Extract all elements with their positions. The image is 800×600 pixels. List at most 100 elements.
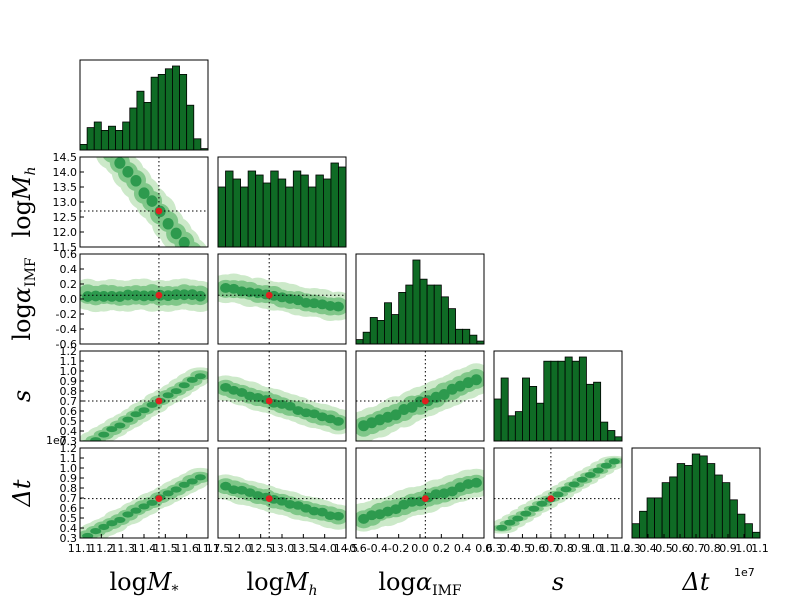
density-contour bbox=[284, 401, 296, 411]
density-contour bbox=[130, 507, 142, 514]
density-contour bbox=[528, 505, 540, 512]
hist-bar bbox=[507, 415, 516, 442]
hist-bar bbox=[744, 523, 753, 539]
x-tick-label: 0.8 bbox=[556, 542, 574, 555]
hist-bar bbox=[614, 436, 623, 442]
x-tick-label: 12.5 bbox=[248, 542, 273, 555]
density-contour bbox=[178, 382, 190, 389]
hist-bar bbox=[578, 356, 587, 442]
density-contour bbox=[90, 528, 102, 535]
truth-marker bbox=[265, 291, 273, 299]
hist-bar bbox=[193, 138, 202, 151]
y-tick-label: 14.5 bbox=[53, 151, 78, 164]
x-tick-label: 0.8 bbox=[703, 542, 721, 555]
density-contour bbox=[138, 187, 150, 199]
hist-bar bbox=[225, 170, 234, 248]
x-tick-label: 0.5 bbox=[514, 542, 532, 555]
hist-bar bbox=[646, 497, 655, 539]
density-contour bbox=[162, 217, 174, 230]
hist-bar bbox=[285, 186, 294, 248]
x-tick-label: 0.3 bbox=[623, 542, 641, 555]
hist-bar bbox=[136, 90, 145, 151]
joint-panel-logMs-logaIMF bbox=[79, 253, 209, 345]
hist-bar bbox=[129, 107, 138, 151]
hist-bar bbox=[391, 314, 400, 345]
hist-bar bbox=[338, 166, 347, 248]
density-contour bbox=[82, 442, 93, 448]
y-axis-label-s: s bbox=[8, 390, 36, 402]
hist-bar bbox=[143, 102, 152, 151]
hist-bar bbox=[277, 178, 287, 248]
x-tick-label: 1.1 bbox=[751, 542, 769, 555]
y-tick-label: 0.6 bbox=[60, 502, 78, 515]
hist-bar bbox=[661, 482, 671, 539]
x-tick-label: 0.4 bbox=[454, 542, 472, 555]
density-contour bbox=[178, 236, 190, 247]
y-tick-label: 0.0 bbox=[60, 293, 78, 306]
truth-marker bbox=[155, 397, 163, 405]
hist-bar bbox=[469, 334, 478, 345]
hist-bar bbox=[247, 170, 257, 248]
hist-bar bbox=[557, 360, 566, 442]
x-tick-label: 0.4 bbox=[499, 542, 517, 555]
density-contour bbox=[178, 481, 190, 488]
panel-frame bbox=[217, 156, 347, 248]
hist-bar bbox=[691, 453, 701, 539]
density-contour bbox=[430, 489, 442, 500]
hist-bar bbox=[315, 174, 324, 248]
density-contour bbox=[130, 174, 142, 187]
y-tick-label: 0.9 bbox=[60, 472, 78, 485]
joint-panel-logMh-dt bbox=[217, 447, 347, 539]
y-tick-label: 12.5 bbox=[53, 211, 78, 224]
density-contour bbox=[138, 407, 150, 414]
density-contour bbox=[170, 227, 182, 240]
density-contour bbox=[138, 290, 150, 302]
density-contour bbox=[560, 486, 572, 493]
y-tick-label: 13.0 bbox=[53, 196, 78, 209]
hist-bar bbox=[179, 74, 188, 151]
truth-marker bbox=[421, 397, 429, 405]
density-contour bbox=[146, 195, 158, 207]
hist-bar bbox=[86, 127, 95, 151]
density-contour bbox=[366, 510, 378, 521]
hist-bar bbox=[384, 302, 392, 345]
density-contour bbox=[194, 474, 206, 481]
y-tick-label: 0.6 bbox=[60, 248, 78, 261]
hist-bar bbox=[500, 377, 509, 442]
density-contour bbox=[138, 503, 150, 510]
y-tick-label: 11.5 bbox=[53, 241, 78, 254]
hist-bar bbox=[270, 170, 279, 248]
density-contour bbox=[122, 416, 134, 423]
density-contour bbox=[122, 166, 134, 178]
density-contour bbox=[90, 290, 102, 302]
y-ticks-dt: 0.30.40.50.60.70.80.91.01.11.2 bbox=[60, 442, 84, 545]
y-axis-label-dt: Δt bbox=[8, 479, 36, 507]
hist-bar bbox=[543, 360, 552, 442]
density-contour bbox=[170, 289, 182, 301]
density-contour bbox=[536, 500, 548, 507]
y-tick-label: 0.8 bbox=[60, 482, 78, 495]
x-ticks-dt: 0.30.40.50.60.70.80.91.01.1 bbox=[623, 534, 769, 555]
hist-bar bbox=[307, 186, 317, 248]
y-axis-label-logaIMF: logαIMF bbox=[8, 257, 39, 341]
x-tick-label: 0.5 bbox=[655, 542, 673, 555]
hist-bar bbox=[676, 463, 686, 539]
y-tick-label: 0.4 bbox=[60, 425, 78, 438]
density-contour bbox=[584, 472, 596, 479]
hist-bar bbox=[586, 383, 594, 442]
density-contour bbox=[220, 481, 232, 491]
y-tick-label: 0.3 bbox=[60, 532, 78, 545]
density-contour bbox=[198, 246, 202, 247]
y-tick-label: 0.7 bbox=[60, 492, 78, 505]
x-tick-label: 11.3 bbox=[110, 542, 135, 555]
x-tick-label: 1.0 bbox=[585, 542, 603, 555]
x-ticks-logMs: 11.111.211.311.411.511.611.7 bbox=[68, 534, 220, 555]
y-tick-label: 0.5 bbox=[60, 415, 78, 428]
density-contour bbox=[82, 532, 94, 538]
density-contour bbox=[470, 374, 482, 386]
histogram-logaIMF bbox=[355, 253, 485, 345]
y-tick-label: 14.0 bbox=[53, 166, 78, 179]
density-contour bbox=[106, 520, 118, 527]
x-axis-label-logMh: logMh bbox=[246, 568, 317, 599]
density-contour bbox=[98, 431, 110, 438]
